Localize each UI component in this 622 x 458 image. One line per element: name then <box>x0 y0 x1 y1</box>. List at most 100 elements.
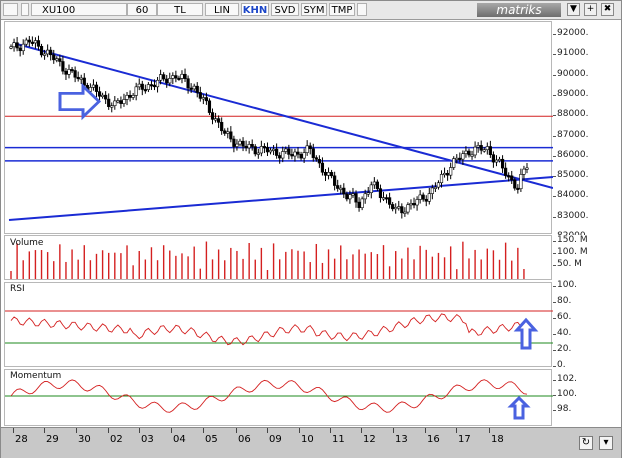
tmp-button[interactable]: TMP <box>329 3 355 16</box>
candle-body <box>128 94 132 98</box>
refresh-icon[interactable]: ↻ <box>579 436 593 450</box>
time-axis-tick <box>108 428 109 433</box>
rsi-label: 100. <box>557 280 578 290</box>
candle-body <box>177 77 181 80</box>
toolbar-extra-button[interactable] <box>357 3 367 16</box>
candle-body <box>421 194 425 200</box>
candle-body <box>189 87 193 90</box>
candle-body <box>415 199 419 206</box>
time-axis-label: 04 <box>173 434 186 445</box>
volume-panel[interactable]: Volume <box>4 235 552 280</box>
symbol-field[interactable]: XU100 <box>31 3 127 16</box>
sym-button[interactable]: SYM <box>301 3 327 16</box>
rsi-tick <box>553 286 556 287</box>
time-axis-tick <box>267 428 268 433</box>
volume-tick <box>553 265 556 266</box>
candle-body <box>262 146 267 149</box>
volume-label: 150. M <box>557 235 588 245</box>
candle-body <box>259 146 263 154</box>
candle-body <box>299 153 303 159</box>
rsi-label: 80. <box>557 296 572 306</box>
candle-body <box>155 79 160 88</box>
candle-body <box>287 148 291 155</box>
candle-body <box>140 83 144 90</box>
rsi-line <box>10 313 528 346</box>
time-axis-label: 13 <box>395 434 408 445</box>
candle-body <box>366 192 370 195</box>
price-tick <box>553 94 556 96</box>
khn-button[interactable]: KHN <box>241 3 269 16</box>
candle-body <box>500 158 505 169</box>
candle-body <box>452 158 456 168</box>
chevron-down-icon[interactable]: ▼ <box>567 3 580 16</box>
momentum-panel[interactable]: Momentum <box>4 369 553 426</box>
up-arrow-icon <box>507 395 531 420</box>
linear-scale-button[interactable]: LIN <box>205 3 239 16</box>
time-axis-tick <box>76 428 77 433</box>
candle-body <box>36 40 41 47</box>
momentum-tick <box>553 395 556 396</box>
candle-body <box>268 149 273 153</box>
time-axis-tick <box>236 428 237 433</box>
candle-body <box>424 198 428 202</box>
candle-body <box>217 118 221 123</box>
momentum-tick <box>553 410 556 411</box>
dropdown-icon[interactable]: ▾ <box>599 436 613 450</box>
volume-scale: 150. M 100. M 50. M <box>553 235 619 280</box>
candle-body <box>9 46 13 49</box>
up-arrow-icon <box>513 317 539 350</box>
window-menu-button[interactable] <box>3 3 18 16</box>
candle-body <box>311 148 315 158</box>
up-arrow-shape <box>507 395 531 420</box>
close-icon[interactable]: ✖ <box>601 3 614 16</box>
price-tick <box>553 155 556 157</box>
candle-body <box>430 187 434 194</box>
candle-body <box>479 145 483 151</box>
candle-body <box>226 131 230 134</box>
candle-body <box>134 86 138 96</box>
price-label: 89000. <box>557 88 589 99</box>
price-panel[interactable] <box>4 21 553 234</box>
rsi-tick <box>553 334 556 335</box>
candle-body <box>284 148 288 152</box>
candle-body <box>88 87 92 92</box>
brand-logo: matriks <box>477 3 561 17</box>
candle-body <box>467 150 471 156</box>
candle-body <box>442 172 447 176</box>
time-axis-label: 02 <box>110 434 123 445</box>
time-axis-label: 28 <box>15 434 28 445</box>
candle-body <box>253 146 257 155</box>
momentum-chart <box>5 379 553 420</box>
candle-body <box>403 211 407 214</box>
momentum-tick <box>553 380 556 381</box>
period-button[interactable]: 60 <box>127 3 157 16</box>
momentum-label: 102. <box>557 374 578 384</box>
candle-body <box>433 186 438 189</box>
candle-body <box>159 74 163 81</box>
candle-body <box>296 151 300 155</box>
candle-body <box>119 100 123 104</box>
rsi-label: 40. <box>557 328 572 338</box>
svd-button[interactable]: SVD <box>271 3 299 16</box>
time-axis-tick <box>456 428 457 433</box>
time-axis-tick <box>425 428 426 433</box>
candle-body <box>271 148 276 151</box>
candle-body <box>33 40 38 44</box>
candle-body <box>52 54 56 61</box>
rsi-panel[interactable]: RSI <box>4 282 553 367</box>
candle-body <box>244 145 248 149</box>
candle-body <box>70 69 74 72</box>
maximize-button[interactable]: + <box>584 3 597 16</box>
candle-body <box>30 41 34 44</box>
time-axis-label: 09 <box>269 434 282 445</box>
price-scale: 92000. 91000. 90000. 89000. 88000. 87000. 8600… <box>553 21 619 241</box>
candle-body <box>21 43 25 52</box>
candle-body <box>229 131 233 140</box>
time-axis-label: 18 <box>491 434 504 445</box>
time-axis-label: 12 <box>363 434 376 445</box>
candle-body <box>488 146 492 155</box>
candle-body <box>329 172 334 177</box>
rsi-tick <box>553 318 556 319</box>
candle-body <box>213 118 218 121</box>
currency-button[interactable]: TL <box>157 3 203 16</box>
